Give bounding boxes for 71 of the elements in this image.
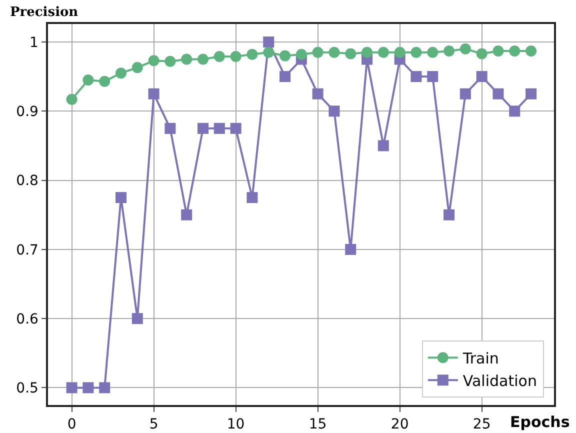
point <box>444 209 455 220</box>
point <box>164 56 176 67</box>
x-tick-label: 0 <box>67 416 76 433</box>
point <box>181 54 192 65</box>
y-axis-title: Precision <box>10 5 79 20</box>
point <box>526 45 537 56</box>
point <box>115 192 126 204</box>
y-tick-label: 0.8 <box>16 173 38 190</box>
point <box>296 48 307 60</box>
x-tick-label: 25 <box>472 416 491 433</box>
legend-label: Validation <box>462 372 537 390</box>
point <box>181 209 192 220</box>
point <box>66 382 78 394</box>
point <box>263 36 274 48</box>
y-tick-label: 0.9 <box>16 104 38 120</box>
legend-label: Train <box>462 349 499 368</box>
point <box>148 55 160 66</box>
point <box>509 106 520 117</box>
point <box>476 48 488 60</box>
point <box>328 46 340 58</box>
x-tick-label: 15 <box>308 416 327 433</box>
point <box>214 51 225 62</box>
point <box>526 88 537 100</box>
point <box>394 46 406 58</box>
point <box>230 51 242 62</box>
point <box>132 313 143 324</box>
point <box>460 88 471 100</box>
point <box>328 106 340 117</box>
point <box>312 46 324 58</box>
point <box>82 74 94 86</box>
y-tick-label: 0.5 <box>16 380 38 397</box>
point <box>246 192 258 204</box>
point <box>66 94 78 105</box>
point <box>164 122 176 134</box>
point <box>378 140 389 152</box>
x-axis-title: Epochs <box>510 413 570 431</box>
point <box>362 46 373 58</box>
point <box>427 46 438 58</box>
point <box>460 43 471 54</box>
point <box>345 48 356 60</box>
point <box>280 71 291 82</box>
point <box>509 45 520 56</box>
point <box>345 244 356 255</box>
point <box>148 88 160 100</box>
point <box>82 382 94 394</box>
point <box>99 382 110 394</box>
y-tick-label: 0.6 <box>16 311 39 328</box>
point <box>263 46 274 58</box>
point <box>492 45 504 56</box>
x-tick-label: 5 <box>149 416 158 433</box>
point <box>198 54 208 65</box>
point <box>214 122 225 134</box>
point <box>198 122 208 134</box>
point <box>99 76 110 87</box>
point <box>280 50 291 62</box>
point <box>115 68 126 79</box>
x-tick-label: 20 <box>390 416 409 433</box>
point <box>410 46 422 58</box>
point <box>230 122 242 134</box>
point <box>312 88 324 100</box>
point <box>410 71 422 82</box>
point <box>444 45 455 56</box>
point <box>246 48 258 60</box>
y-tick-label: 0.7 <box>16 242 38 258</box>
point <box>378 46 389 58</box>
point <box>492 88 504 100</box>
y-tick-label: 1 <box>30 34 38 51</box>
x-tick-label: 10 <box>226 416 245 433</box>
point <box>476 71 488 82</box>
point <box>132 62 143 74</box>
point <box>427 71 438 82</box>
